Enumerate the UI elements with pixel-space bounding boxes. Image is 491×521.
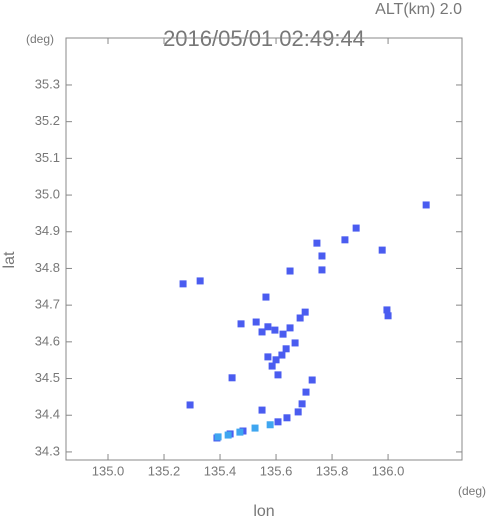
echo-cell [383,306,391,314]
echo-cell [274,371,282,379]
echo-cell [236,428,244,436]
x-tick-label: 135.4 [204,463,237,478]
echo-cell [283,414,291,422]
chart-subtitle: ALT(km) 2.0 [375,1,462,18]
echo-cell [262,293,270,301]
echo-cell [291,339,299,347]
x-unit: (deg) [458,484,486,498]
echo-cell [286,267,294,275]
echo-cell [308,376,316,384]
echo-cell [258,328,266,336]
y-axis-label: lat [1,251,18,268]
echo-cell [228,374,236,382]
y-tick-label: 35.0 [35,186,60,201]
y-tick-label: 34.3 [35,443,60,458]
echo-cell [318,252,326,260]
echo-cell [286,324,294,332]
x-tick-label: 136.0 [372,463,405,478]
x-tick-label: 135.6 [260,463,293,478]
echo-cell [268,362,276,370]
echo-cell [264,323,272,331]
echo-cell [186,401,194,409]
echo-cell [214,433,222,441]
y-tick-label: 34.9 [35,223,60,238]
y-unit: (deg) [26,32,54,46]
y-tick-label: 34.6 [35,333,60,348]
echo-cell [384,312,392,320]
y-tick-label: 35.2 [35,113,60,128]
echo-cell [298,400,306,408]
echo-cell [341,236,349,244]
echo-cell [196,277,204,285]
echo-cell [296,314,304,322]
plot-frame [65,37,463,461]
echo-cell [266,421,274,429]
echo-cell [179,280,187,288]
x-tick-label: 135.8 [316,463,349,478]
x-tick-label: 135.2 [148,463,181,478]
echo-cell [272,356,280,364]
echo-cell [378,246,386,254]
echo-cell [301,308,309,316]
x-axis-label: lon [253,503,274,520]
echo-cell [278,351,286,359]
echo-cell [318,266,326,274]
echo-cell [237,320,245,328]
echo-cell [274,418,282,426]
x-tick-label: 135.0 [92,463,125,478]
echo-cell [271,326,279,334]
echo-cell [251,424,259,432]
y-tick-label: 34.4 [35,407,60,422]
echo-cell [252,318,260,326]
y-tick-label: 34.8 [35,260,60,275]
echo-cell [422,201,430,209]
y-tick-label: 35.3 [35,76,60,91]
echo-cell [302,388,310,396]
echo-cell [313,239,321,247]
echo-cell [279,330,287,338]
echo-cell [282,345,290,353]
y-tick-label: 34.7 [35,297,60,312]
echo-cell [264,353,272,361]
echo-cell [258,406,266,414]
echo-cell [352,224,360,232]
y-tick-label: 34.5 [35,370,60,385]
echo-cell [224,431,232,439]
y-tick-label: 35.1 [35,150,60,165]
echo-cell [294,408,302,416]
